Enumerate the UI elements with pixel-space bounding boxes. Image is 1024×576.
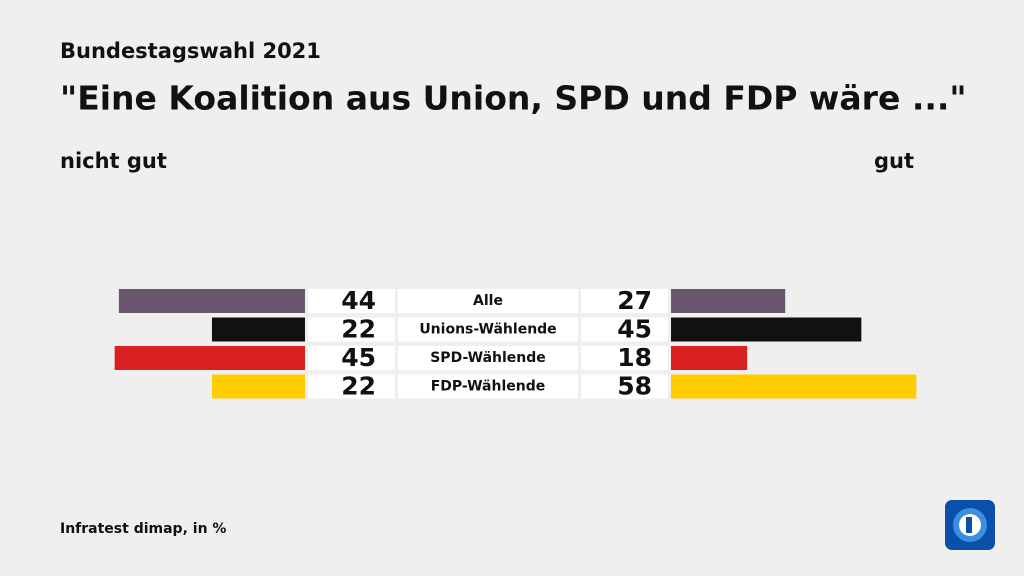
value-label: 22 [341, 372, 376, 401]
label-box [398, 374, 578, 399]
bar [211, 374, 305, 399]
category-label: SPD-Wählende [430, 350, 546, 366]
category-label: FDP-Wählende [431, 379, 546, 395]
value-box [581, 289, 668, 313]
bar [211, 317, 305, 342]
label-box [398, 289, 578, 313]
value-box [308, 346, 395, 370]
value-box [308, 374, 395, 399]
bar [114, 346, 306, 370]
value-box [581, 374, 668, 399]
chart-subtitle: Bundestagswahl 2021 [60, 39, 321, 63]
right-label: gut [874, 149, 914, 173]
value-box [308, 317, 395, 342]
label-box [398, 317, 578, 342]
value-label: 44 [341, 286, 376, 315]
value-label: 27 [617, 286, 652, 315]
value-label: 45 [617, 315, 652, 344]
category-label: Unions-Wählende [419, 322, 556, 338]
bar [118, 289, 305, 313]
value-box [581, 317, 668, 342]
logo [945, 500, 995, 550]
value-label: 22 [341, 315, 376, 344]
value-label: 58 [617, 372, 652, 401]
label-box [398, 346, 578, 370]
source: Infratest dimap, in % [60, 521, 226, 537]
bar [671, 374, 917, 399]
value-label: 18 [617, 343, 652, 372]
left-label: nicht gut [60, 149, 167, 173]
chart-title: "Eine Koalition aus Union, SPD und FDP w… [60, 79, 967, 118]
value-box [581, 346, 668, 370]
category-label: Alle [473, 293, 503, 309]
bar [671, 289, 786, 313]
bar [671, 317, 862, 342]
value-box [308, 289, 395, 313]
bar [671, 346, 748, 370]
value-label: 45 [341, 343, 376, 372]
